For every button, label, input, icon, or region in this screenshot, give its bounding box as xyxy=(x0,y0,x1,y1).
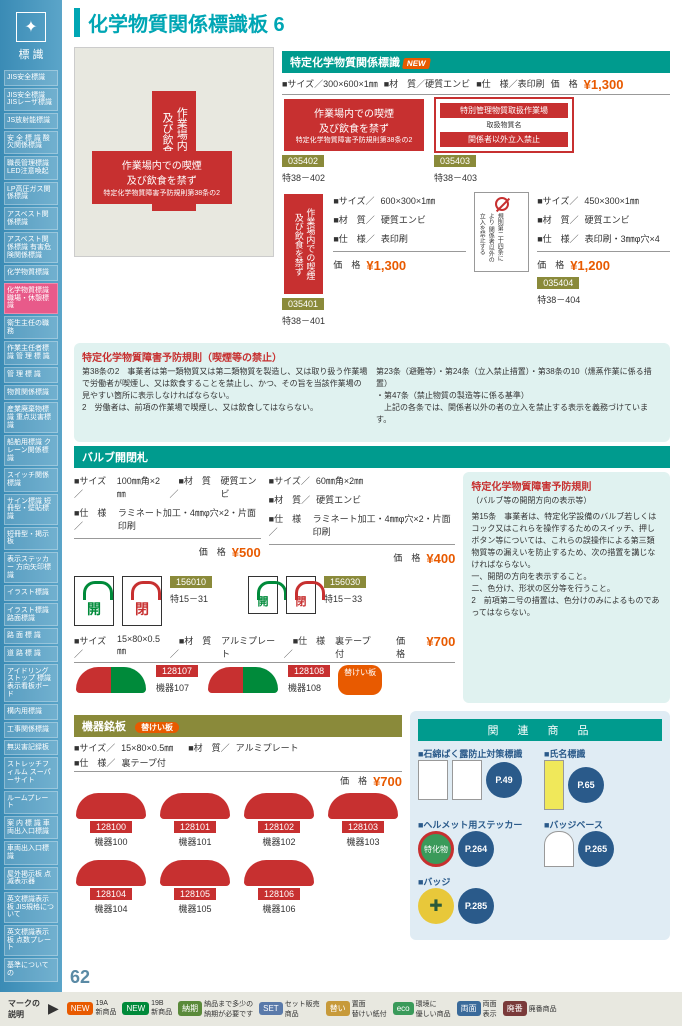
sidebar: ✦ 標 識 JIS安全標識 JIS安全標識 JISレーザ標識 JS放射能標識安 全 … xyxy=(0,0,62,992)
sign-035401: 作業場内での喫煙及び飲食を禁ず xyxy=(284,194,323,294)
sidebar-item[interactable]: 工事関係標識 xyxy=(4,722,58,738)
sidebar-item[interactable]: 化学物質標識 職場・休憩標識 xyxy=(4,283,58,314)
rule-box-2: 特定化学物質障害予防規則 （バルブ等の開閉方向の表示等） 第15条 事業者は、特… xyxy=(463,472,670,703)
footer-legend: マークの 説明 ▶ NEW19A 新商品NEW19B 新商品納期納品まで多少の … xyxy=(0,992,682,1026)
section2-title: バルブ開閉札 xyxy=(74,446,670,468)
legend-item: 両面両面 表示 xyxy=(457,999,497,1019)
sidebar-item[interactable]: JS放射能標識 xyxy=(4,113,58,129)
legend-item: 納期納品まで多少の 納期が必要です xyxy=(178,999,253,1019)
sidebar-item[interactable]: 英文標識表示板 JIS規格について xyxy=(4,892,58,923)
sidebar-item[interactable]: アスベスト関係標識 xyxy=(4,207,58,230)
sidebar-item[interactable]: 衛生主任の職務 xyxy=(4,316,58,339)
sidebar-item[interactable]: スイッチ関係標識 xyxy=(4,468,58,491)
legend-item: 廃番廃番商品 xyxy=(503,1001,557,1016)
valve-close-large: 閉 xyxy=(122,576,162,626)
sidebar-header: 標 識 xyxy=(4,46,58,62)
sidebar-item[interactable]: ストレッチフィルム スーパーサイト xyxy=(4,757,58,788)
sidebar-item[interactable]: 基準についての xyxy=(4,958,58,981)
sidebar-item[interactable]: 英文標識表示板 点数プレート xyxy=(4,925,58,956)
sidebar-item[interactable]: 案 内 標 識 車両出入口標識 xyxy=(4,816,58,839)
sidebar-icon: ✦ xyxy=(16,12,46,42)
main-content: 化学物質関係標識板 6 作業場内での喫煙及び飲食を禁ず 作業場内での喫煙及び飲食… xyxy=(62,0,682,992)
sidebar-item[interactable]: 路 面 標 識 xyxy=(4,628,58,644)
sidebar-item[interactable]: 車両出入口標識 xyxy=(4,841,58,864)
sidebar-item[interactable]: 産業廃棄物標識 重点災害標識 xyxy=(4,402,58,433)
hero-sign-horizontal: 作業場内での喫煙及び飲食を禁ず特定化学物質障害予防規則第38条の2 xyxy=(92,151,232,204)
sidebar-item[interactable]: 化学物質標識 xyxy=(4,265,58,281)
nameplate-item: 128103機器103 xyxy=(326,791,400,848)
legend-item: NEW19A 新商品 xyxy=(67,1000,117,1017)
legend-item: eco環境に 優しい商品 xyxy=(393,999,451,1019)
sidebar-item[interactable]: 無災害記録板 xyxy=(4,740,58,756)
sign-035403: 特別管理物質取扱作業場 取扱物質名 関係者以外立入禁止 xyxy=(434,97,574,153)
sidebar-item[interactable]: ルームプレート xyxy=(4,791,58,814)
sidebar-item[interactable]: JIS安全標識 xyxy=(4,70,58,86)
sidebar-item[interactable]: 屋外掲示板 点滅表示器 xyxy=(4,867,58,890)
sign-035402: 作業場内での喫煙 及び飲食を禁ず 特定化学物質障害予防規則第38条の2 xyxy=(284,99,424,151)
sidebar-item[interactable]: アイドリングストップ 標識表示看板ボード xyxy=(4,664,58,703)
sidebar-item[interactable]: アスベスト関係標識 有害危険関係標識 xyxy=(4,232,58,263)
item-code: 035402 xyxy=(282,155,324,167)
nameplate-item: 128100機器100 xyxy=(74,791,148,848)
sidebar-item[interactable]: サイン標識 短冊型・壁貼標識 xyxy=(4,494,58,525)
page-title: 化学物質関係標識板 6 xyxy=(74,8,670,37)
hero-photo: 作業場内での喫煙及び飲食を禁ず 作業場内での喫煙及び飲食を禁ず特定化学物質障害予… xyxy=(74,47,274,257)
sidebar-item[interactable]: 短冊型・掲示板 xyxy=(4,527,58,550)
nameplate-item: 128104機器104 xyxy=(74,858,148,915)
sidebar-item[interactable]: LP高圧ガス関係標識 xyxy=(4,182,58,205)
sidebar-item[interactable]: 構内用標識 xyxy=(4,704,58,720)
legend-item: 替い置面 替けい紙付 xyxy=(326,999,387,1019)
sidebar-item[interactable]: 職長管理標識 LED注意喚起 xyxy=(4,156,58,179)
legend-item: SETセット販売 商品 xyxy=(259,999,320,1019)
nameplate-item: 128106機器106 xyxy=(242,858,316,915)
sidebar-item[interactable]: 道 路 標 識 xyxy=(4,646,58,662)
sidebar-item[interactable]: 物質関係標識 xyxy=(4,385,58,401)
sidebar-item[interactable]: イラスト標識 xyxy=(4,585,58,601)
sign-035404-img: 規則第二十四条により 関係者以外の 立入を禁止する xyxy=(474,192,529,272)
page-number: 62 xyxy=(70,967,90,988)
nameplate-item: 128101機器101 xyxy=(158,791,232,848)
sidebar-item[interactable]: JIS安全標識 JISレーザ標識 xyxy=(4,88,58,111)
sidebar-item[interactable]: 安 全 標 識 酸欠関係標識 xyxy=(4,131,58,154)
sidebar-item[interactable]: 表示ステッカー 方向矢印標識 xyxy=(4,552,58,583)
nameplate-item: 128105機器105 xyxy=(158,858,232,915)
sidebar-item[interactable]: 船舶用標識 クレーン関係標識 xyxy=(4,435,58,466)
section3-title: 機器銘板 替けい板 xyxy=(74,715,402,737)
rule-box-1: 特定化学物質障害予防規則（喫煙等の禁止） 第38条の2 事業者は第一類物質又は第… xyxy=(74,343,670,442)
sidebar-item[interactable]: 作業主任者標識 管 理 標 識 xyxy=(4,341,58,364)
legend-item: NEW19B 新商品 xyxy=(122,1000,172,1017)
new-badge: NEW xyxy=(402,58,431,69)
valve-open-large: 開 xyxy=(74,576,114,626)
spec-line: ■サイズ／300×600×1㎜ ■材 質／硬質エンビ ■仕 様／表印刷 価 格¥… xyxy=(282,77,670,92)
arc-107 xyxy=(76,667,146,693)
sidebar-item[interactable]: 管 理 標 識 xyxy=(4,367,58,383)
nameplate-item: 128102機器102 xyxy=(242,791,316,848)
arc-108 xyxy=(208,667,278,693)
section1-title: 特定化学物質関係標識 NEW xyxy=(282,51,670,73)
related-box: 関 連 商 品 ■石綿ばく露防止対策標識 P.49 ■氏名標識 xyxy=(410,711,670,940)
sidebar-item[interactable]: イラスト標識 路面標識 xyxy=(4,603,58,626)
